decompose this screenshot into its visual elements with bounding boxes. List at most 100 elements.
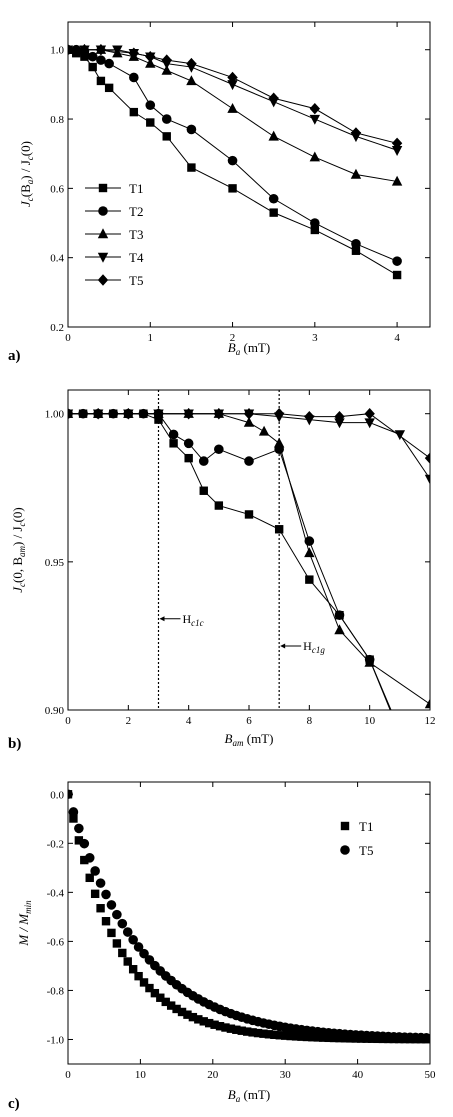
legend-marker-t2 <box>98 206 108 216</box>
data-point-t5 <box>68 44 74 56</box>
data-point-t2 <box>138 408 149 419</box>
data-point-t3 <box>364 656 375 667</box>
data-point-t1 <box>199 486 208 495</box>
series-line-t4 <box>68 49 398 151</box>
data-point-t1 <box>112 939 122 948</box>
data-point-t1 <box>232 1025 241 1034</box>
data-point-t2 <box>71 44 82 55</box>
x-tick-label: 2 <box>230 332 236 344</box>
data-point-t5 <box>309 102 321 115</box>
data-point-t5 <box>133 942 144 952</box>
data-point-t2 <box>161 114 172 124</box>
data-point-t1 <box>281 1031 290 1040</box>
data-point-t1 <box>134 971 143 981</box>
data-point-t1 <box>146 118 155 127</box>
x-tick-label: 0 <box>65 1069 71 1081</box>
data-point-t1 <box>204 1018 214 1028</box>
data-point-t1 <box>80 855 89 865</box>
data-point-t3 <box>186 75 197 86</box>
data-point-t1 <box>264 1030 274 1039</box>
legend-marker-t4 <box>97 252 109 263</box>
data-point-t1 <box>162 132 171 141</box>
y-tick-label: 1.0 <box>50 45 64 57</box>
x-tick-label: 12 <box>425 715 436 727</box>
data-point-t2 <box>96 55 106 65</box>
panel-b-annotations: Hc1c Hc1g <box>157 390 325 710</box>
data-point-t3 <box>268 130 279 141</box>
annotation-arrowhead <box>280 643 286 649</box>
data-point-t1 <box>169 439 178 448</box>
data-point-t5 <box>391 137 403 150</box>
data-point-t2 <box>227 155 238 166</box>
data-point-t5 <box>68 789 73 800</box>
legend-label-t1: T1 <box>359 819 373 834</box>
data-point-t5 <box>334 410 345 423</box>
data-point-t4 <box>394 430 406 441</box>
data-point-t5 <box>128 47 140 59</box>
data-point-t1 <box>291 1032 301 1041</box>
data-point-t1 <box>194 1015 203 1024</box>
x-tick-label: 4 <box>186 715 192 727</box>
panel-a-ylabel: Jc(Ba) / Jc(0) <box>18 141 35 207</box>
data-point-t1 <box>214 501 224 510</box>
data-point-t1 <box>183 1010 192 1019</box>
data-point-t1 <box>319 1033 328 1042</box>
data-point-t3 <box>258 425 270 436</box>
data-point-t2 <box>104 58 114 69</box>
data-point-t2 <box>244 456 254 466</box>
panel-c-label: c) <box>8 1096 20 1112</box>
panel-b-ylabel: Jc(0, Bam) / Jc(0) <box>10 507 27 592</box>
data-point-t1 <box>396 727 404 735</box>
data-point-t2 <box>214 444 224 455</box>
data-point-t2 <box>186 124 197 135</box>
data-point-t1 <box>161 997 170 1007</box>
data-point-t1 <box>74 836 84 845</box>
x-tick-label: 3 <box>312 332 318 344</box>
data-point-t1 <box>226 1024 236 1033</box>
y-tick-label: -0.2 <box>47 838 64 850</box>
data-point-t1 <box>188 1012 198 1022</box>
data-point-t2 <box>351 239 361 249</box>
panel-b-frame <box>67 389 431 711</box>
panel-c-markers <box>68 789 430 1044</box>
data-point-t1 <box>242 1027 252 1036</box>
data-point-t5 <box>68 807 79 817</box>
panel-a-frame <box>67 21 431 328</box>
data-point-t4 <box>364 418 375 429</box>
x-tick-label: 20 <box>207 1069 219 1081</box>
data-point-t1 <box>101 917 111 926</box>
panel-b-xlabel: Bam (mT) <box>225 731 274 748</box>
data-point-t2 <box>389 714 399 724</box>
data-point-t2 <box>334 610 345 620</box>
x-tick-label: 2 <box>126 715 132 727</box>
data-point-t1 <box>172 1004 181 1014</box>
data-point-t1 <box>297 1032 306 1041</box>
data-point-t5 <box>95 44 107 56</box>
data-point-t1 <box>351 246 361 255</box>
data-point-t1 <box>177 1007 187 1017</box>
data-point-t5 <box>123 408 134 420</box>
data-point-t5 <box>145 50 156 63</box>
data-point-t5 <box>74 823 84 834</box>
data-point-t1 <box>313 1033 322 1042</box>
series-line-t1 <box>68 413 392 710</box>
data-point-t1 <box>305 575 314 584</box>
data-point-t5 <box>183 408 194 420</box>
data-point-t2 <box>129 72 139 83</box>
y-tick-label: 0.2 <box>50 322 64 334</box>
y-tick-label: -0.4 <box>47 887 65 899</box>
data-point-t3 <box>273 437 285 448</box>
data-point-t4 <box>309 114 321 125</box>
data-point-t4 <box>112 45 123 56</box>
annotation-label: Hc1g <box>303 639 325 655</box>
panel-c-frame <box>67 781 431 1065</box>
annotation-arrowhead <box>159 616 165 622</box>
data-point-t1 <box>228 184 237 193</box>
data-point-t5 <box>106 900 117 910</box>
data-point-t1 <box>199 1017 208 1026</box>
data-point-t5 <box>95 878 106 888</box>
data-point-t1 <box>90 889 100 899</box>
legend-label-t1: T1 <box>129 181 143 196</box>
y-tick-label: 0.6 <box>50 183 64 195</box>
